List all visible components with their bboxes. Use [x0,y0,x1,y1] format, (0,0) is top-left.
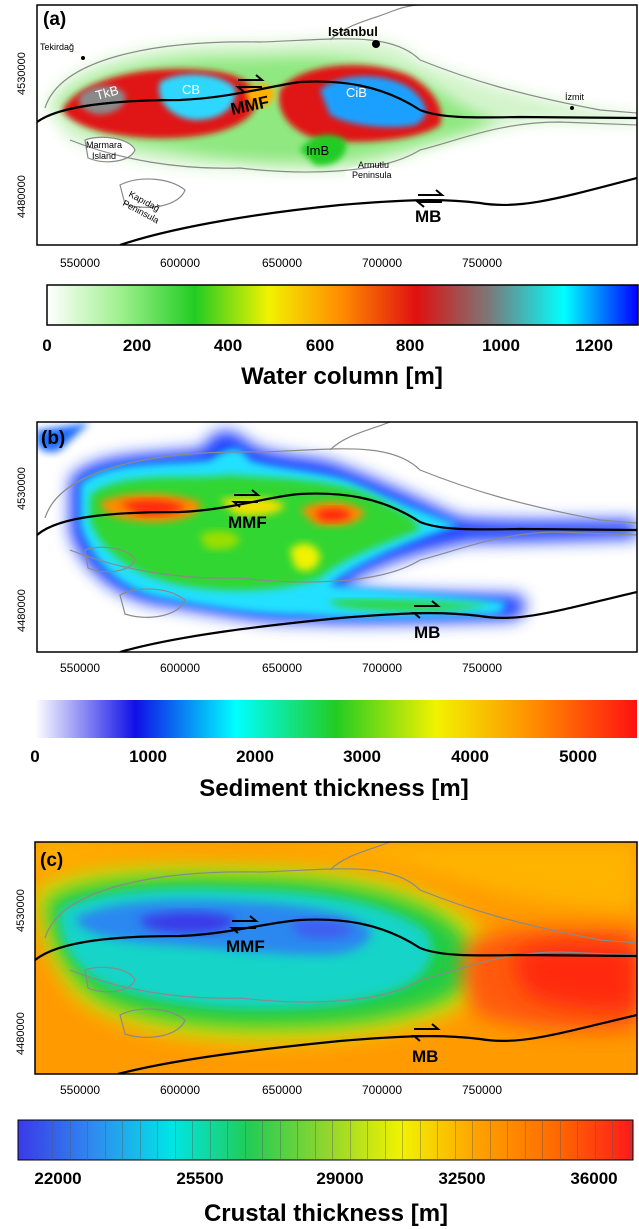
fault-label-mmf: MMF [226,937,265,956]
map-frame-a [36,4,638,246]
fault-label-mb: MB [414,623,440,642]
cb-tick: 5000 [559,747,597,766]
crustal-thickness-map [35,842,637,1074]
dextral-arrow-icon [229,915,259,934]
place-marmara-1: Marmara [86,140,122,150]
fault-label-mb: MB [412,1047,438,1066]
colorbar-a-ticks: 0 200 400 600 800 1000 1200 [42,336,613,355]
x-tick: 650000 [262,256,302,270]
cb-tick: 1000 [129,747,167,766]
y-tick: 4480000 [16,589,28,632]
x-tick: 750000 [462,661,502,675]
colorbar-a-title: Water column [m] [241,363,443,390]
water-column-map [37,5,637,245]
x-tick: 550000 [60,1083,100,1097]
x-tick: 600000 [160,256,200,270]
sediment-thickness-map [37,422,637,652]
izmit-marker [570,106,574,110]
colorbar-c-title: Crustal thickness [m] [204,1200,448,1227]
basin-cb: CB [182,82,200,97]
cb-tick: 2000 [236,747,274,766]
colorbar-b [35,700,637,738]
cb-tick: 25500 [176,1169,223,1188]
cb-tick: 200 [123,336,151,355]
dextral-arrow-icon [231,489,261,508]
cb-tick: 32500 [438,1169,485,1188]
place-istanbul: Istanbul [328,24,378,39]
y-tick: 4480000 [15,1012,27,1055]
x-tick: 750000 [462,256,502,270]
dextral-arrow-icon [415,189,445,208]
y-axis-c: 4530000 4480000 [15,889,27,1055]
colorbar-c-ticks: 22000 25500 29000 32500 36000 [34,1169,617,1188]
place-armutlu-1: Armutlu [358,160,389,170]
y-tick: 4480000 [16,175,28,218]
colorbar-c-steps [18,1120,633,1160]
cb-tick: 4000 [451,747,489,766]
panel-c: 550000 600000 650000 700000 750000 45300… [15,841,638,1227]
basin-cib: CiB [346,85,367,100]
cb-tick: 0 [30,747,39,766]
fault-label-mmf: MMF [228,513,267,532]
x-tick: 700000 [362,256,402,270]
panel-label-a: (a) [43,9,66,30]
colorbar-b-title: Sediment thickness [m] [199,775,468,800]
y-axis-a: 4530000 4480000 [16,52,28,218]
panel-b: 550000 600000 650000 700000 750000 45300… [16,421,638,800]
cb-tick: 3000 [343,747,381,766]
cb-tick: 29000 [316,1169,363,1188]
basin-imb: ImB [306,143,329,158]
cb-tick: 36000 [570,1169,617,1188]
cb-tick: 0 [42,336,51,355]
map-frame-c [34,841,638,1075]
colorbar-b-ticks: 0 1000 2000 3000 4000 5000 [30,747,597,766]
y-tick: 4530000 [15,889,27,932]
map-frame-b [36,421,638,653]
x-axis-b: 550000 600000 650000 700000 750000 [60,661,502,675]
x-tick: 650000 [262,661,302,675]
place-izmit: İzmit [565,92,584,102]
x-tick: 600000 [160,1083,200,1097]
x-tick: 600000 [160,661,200,675]
dextral-arrow-icon [411,600,441,619]
panel-a: 550000 600000 650000 700000 750000 45300… [16,4,639,390]
colorbar-a [46,284,639,326]
dextral-arrow-icon [411,1023,441,1042]
cb-tick: 1200 [575,336,613,355]
fault-label-mb: MB [415,207,441,226]
tekirdag-marker [81,56,85,60]
cb-tick: 600 [306,336,334,355]
x-tick: 700000 [362,661,402,675]
y-axis-b: 4530000 4480000 [16,467,28,632]
place-marmara-2: Island [92,151,116,161]
panel-label-b: (b) [41,428,65,449]
x-tick: 550000 [60,661,100,675]
place-armutlu-2: Peninsula [352,170,392,180]
cb-tick: 800 [396,336,424,355]
dextral-arrow-icon [235,74,265,93]
x-axis-a: 550000 600000 650000 700000 750000 [60,256,502,270]
panel-label-c: (c) [40,850,63,871]
x-tick: 550000 [60,256,100,270]
x-tick: 650000 [262,1083,302,1097]
x-tick: 750000 [462,1083,502,1097]
cb-tick: 400 [214,336,242,355]
cb-tick: 22000 [34,1169,81,1188]
x-axis-c: 550000 600000 650000 700000 750000 [60,1083,502,1097]
basin-tkb: TkB [94,82,120,102]
cb-tick: 1000 [482,336,520,355]
istanbul-marker [372,40,380,48]
y-tick: 4530000 [16,467,28,510]
place-tekirdag: Tekirdağ [40,42,74,52]
x-tick: 700000 [362,1083,402,1097]
y-tick: 4530000 [16,52,28,95]
